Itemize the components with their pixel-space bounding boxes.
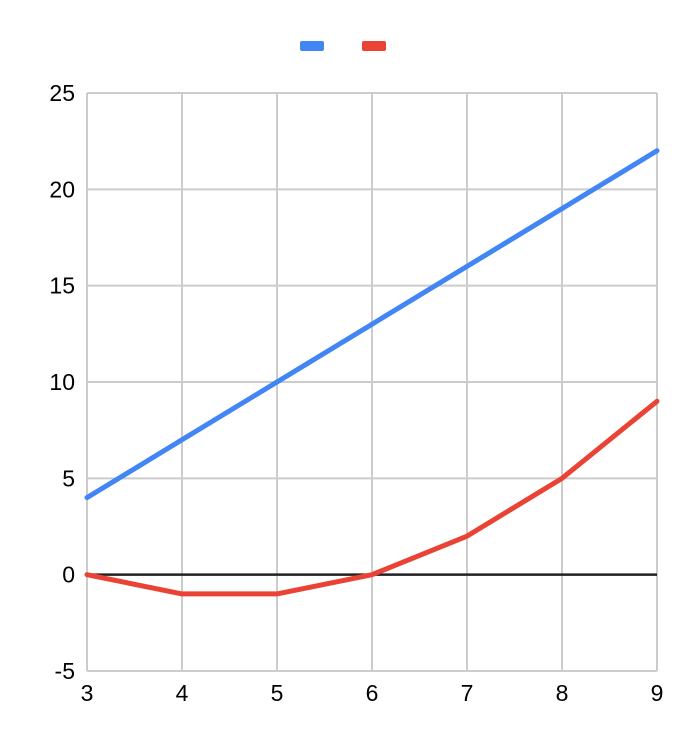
chart-legend <box>0 41 692 51</box>
legend-swatch-series-1 <box>300 41 324 51</box>
y-tick-label: 25 <box>49 80 75 106</box>
x-tick-label: 3 <box>81 680 94 706</box>
x-tick-label: 7 <box>461 680 474 706</box>
y-tick-label: -5 <box>55 658 75 684</box>
legend-swatch-series-2 <box>362 41 386 51</box>
series-line-2[interactable] <box>84 398 660 597</box>
y-tick-label: 5 <box>62 465 75 491</box>
x-tick-label: 4 <box>176 680 189 706</box>
x-tick-label: 5 <box>271 680 284 706</box>
x-tick-label: 9 <box>651 680 664 706</box>
x-tick-label: 8 <box>556 680 569 706</box>
series-line-1[interactable] <box>84 148 660 501</box>
y-tick-label: 10 <box>49 369 75 395</box>
y-tick-label: 20 <box>49 176 75 202</box>
y-tick-label: 15 <box>49 273 75 299</box>
legend-item-series-1[interactable] <box>300 41 330 51</box>
legend-item-series-2[interactable] <box>362 41 392 51</box>
y-tick-label: 0 <box>62 562 75 588</box>
x-tick-label: 6 <box>366 680 379 706</box>
